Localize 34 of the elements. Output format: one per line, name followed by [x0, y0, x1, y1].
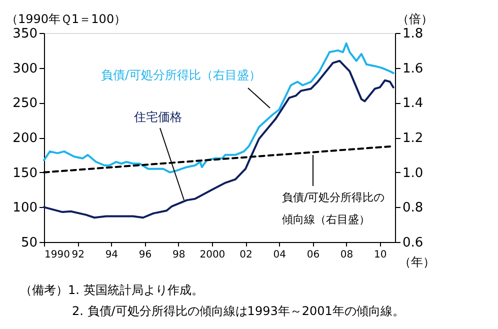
y2-tick-label: 0.6 [402, 236, 424, 250]
y2-tick-label: 1.8 [402, 26, 424, 42]
text: 負債/可処分所得比の傾向線（右目盛） [282, 191, 385, 226]
y2-axis-title: （倍） [397, 12, 433, 26]
y-tick-label: 350 [12, 26, 38, 42]
y2-tick-label: 1.2 [402, 131, 424, 146]
x-tick-label: 92 [72, 250, 84, 260]
y2-tick-label: 1.0 [402, 166, 424, 181]
y-tick-label: 150 [12, 166, 38, 181]
x-tick-label: 98 [172, 250, 186, 260]
x-tick-label: 02 [240, 250, 252, 260]
y-tick-label: 300 [12, 61, 38, 76]
y-axis-title: （1990年Ｑ1＝100） [6, 12, 126, 26]
y2-tick-label: 1.6 [402, 61, 424, 76]
x-tick-label: 06 [306, 250, 320, 260]
x-tick-label: 08 [340, 250, 354, 260]
text: 住宅価格 [133, 110, 182, 124]
x-tick-label: 2000 [200, 250, 226, 260]
x-tick-label: 10 [374, 250, 387, 260]
y2-tick-label: 1.4 [402, 96, 424, 112]
y-tick-label: 250 [12, 96, 38, 112]
x-tick-label: 96 [138, 250, 152, 260]
y-tick-label: 50 [20, 236, 38, 250]
text: （備考）1. 英国統計局より作成。 [20, 283, 204, 297]
y-tick-label: 100 [12, 200, 38, 216]
text: 2. 負債/可処分所得比の傾向線は1993年～2001年の傾向線。 [72, 304, 404, 318]
text: 負債/可処分所得比（右目盛） [100, 68, 262, 82]
x-axis-title: （年） [399, 255, 435, 269]
y-tick-label: 200 [12, 131, 38, 146]
x-tick-label: 94 [105, 250, 118, 260]
line-series [43, 42, 394, 174]
x-tick-label: 1990 [44, 250, 70, 260]
y2-tick-label: 0.8 [402, 200, 424, 216]
x-tick-label: 04 [273, 250, 286, 260]
